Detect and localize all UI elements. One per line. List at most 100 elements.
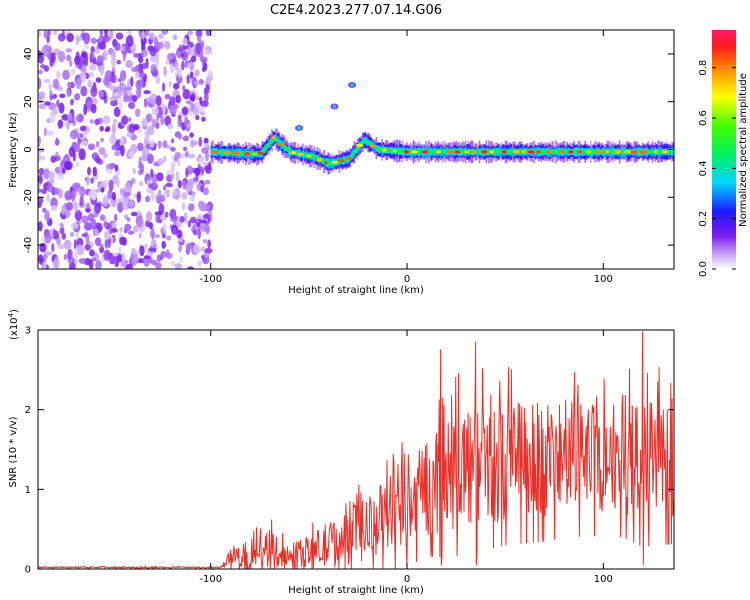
snr-plot-area [38,331,674,569]
noise-blob [112,252,119,257]
signal-cell [312,154,314,160]
noise-blob [144,195,151,202]
noise-blob [80,71,87,83]
noise-blob [189,61,195,71]
noise-blob [167,123,174,129]
signal-cell [595,149,598,155]
noise-blob [114,42,121,52]
signal-cell [638,149,640,155]
noise-blob [87,166,91,176]
noise-blob [46,34,50,43]
noise-blob [193,243,201,255]
noise-blob [138,232,142,239]
noise-blob [137,142,144,152]
noise-blob [83,43,89,50]
signal-cell [646,149,648,155]
noise-blob [188,101,192,114]
noise-blob [96,55,104,67]
noise-blob [135,215,144,228]
noise-blob [157,140,162,149]
noise-blob [94,188,101,193]
noise-blob [118,247,122,253]
noise-blob [143,98,148,108]
noise-blob [88,71,95,78]
signal-cell [486,149,489,155]
noise-blob [193,106,199,115]
noise-blob [138,56,144,63]
noise-blob [74,55,80,66]
noise-blob [56,172,65,180]
noise-blob [70,68,76,75]
noise-blob [94,49,101,54]
noise-blob [127,117,132,123]
noise-blob [187,266,194,269]
noise-blob [92,56,97,65]
signal-cell [276,138,279,142]
noise-blob [180,152,186,160]
noise-blob [151,106,159,116]
snr-x-label: Height of straight line (km) [288,585,424,596]
noise-blob [128,150,134,159]
noise-blob [200,185,204,193]
noise-blob [197,227,201,240]
noise-blob [105,126,111,132]
noise-blob [107,237,112,249]
noise-blob [49,95,57,100]
noise-blob [175,171,180,182]
noise-blob [125,35,134,47]
noise-blob [38,167,45,176]
noise-blob [56,70,61,80]
signal-cell [367,140,369,145]
x-tick-label: 100 [594,574,613,585]
signal-cell [223,150,225,155]
signal-cell [462,149,464,155]
noise-blob [43,78,51,84]
noise-blob [61,232,67,240]
noise-blob [56,155,61,161]
noise-blob [194,80,201,86]
signal-cell [286,147,288,151]
noise-blob [119,136,125,148]
noise-blob [200,222,207,233]
noise-blob [194,69,200,77]
signal-cell [445,149,448,155]
snr-scale-exp: 4 [7,312,15,317]
noise-blob [164,40,171,50]
signal-cell [440,150,442,154]
noise-blob [201,100,209,108]
noise-blob [200,105,205,115]
signal-cell [403,149,405,154]
signal-hotspot [331,160,339,164]
noise-blob [94,237,102,247]
noise-blob [98,90,104,98]
noise-blob [39,95,43,104]
noise-blob [145,113,153,123]
noise-blob [111,144,120,151]
signal-cell [672,150,674,154]
noise-blob [189,195,194,202]
noise-blob [135,108,141,117]
noise-blob [122,198,130,211]
y-tick-label: -40 [23,237,34,253]
noise-blob [121,115,129,125]
noise-blob [38,136,41,148]
signal-cell [399,149,401,154]
colorbar-ticks: 0.0 0.2 0.4 0.6 0.8 [698,60,736,277]
signal-cell [651,150,654,154]
snr-frame [37,329,675,570]
noise-blob [119,236,126,245]
signal-hotspot [568,150,574,154]
signal-cell [242,151,244,156]
noise-blob [83,32,91,45]
signal-cell [315,156,317,160]
noise-blob [38,30,41,38]
signal-cell [552,150,555,154]
colorbar: 0.0 0.2 0.4 0.6 0.8 Normalized spectral ampl… [698,30,749,277]
signal-cell [360,141,363,147]
noise-blob [76,140,81,153]
y-tick-label: 20 [23,95,34,108]
signal-cell [478,149,481,155]
noise-blob [143,90,151,95]
x-tick-label: 0 [404,574,410,585]
noise-blob [158,194,166,203]
